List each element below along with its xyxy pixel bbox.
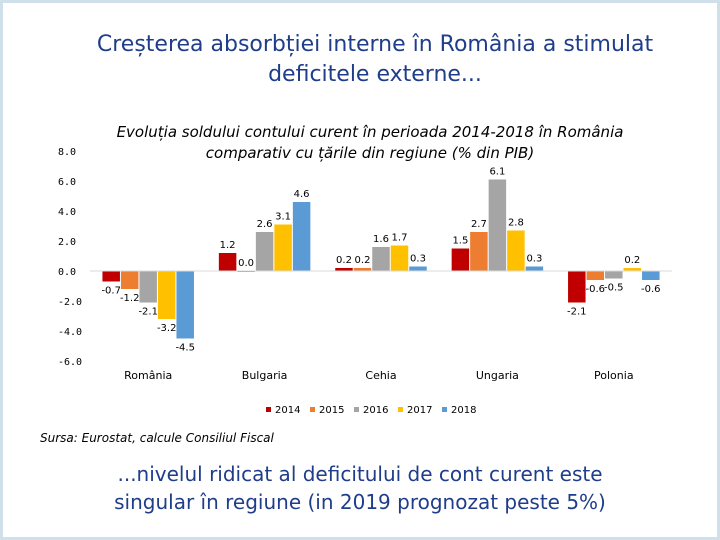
data-label: 0.2 bbox=[355, 255, 371, 266]
bar-2017 bbox=[390, 245, 409, 271]
x-category-label: Bulgaria bbox=[242, 369, 288, 382]
data-label: 2.8 bbox=[508, 218, 524, 229]
bar-2016 bbox=[255, 232, 274, 271]
bar-2015 bbox=[120, 271, 139, 289]
footer-line1: ...nivelul ridicat al deficitului de con… bbox=[117, 462, 603, 486]
data-label: -0.6 bbox=[641, 284, 661, 295]
legend-label: 2015 bbox=[319, 405, 344, 416]
data-label: -3.2 bbox=[157, 323, 177, 334]
footer-line2: singular în regiune (in 2019 prognozat p… bbox=[114, 490, 606, 514]
x-category-label: Polonia bbox=[594, 369, 634, 382]
bar-2016 bbox=[139, 271, 157, 303]
chart-title-line1: Evoluția soldului contului curent în per… bbox=[117, 123, 624, 141]
slide-title-line1: Creșterea absorbției interne în România … bbox=[96, 32, 654, 57]
footer-text: ...nivelul ridicat al deficitului de con… bbox=[30, 460, 690, 516]
bar-2017 bbox=[157, 271, 176, 319]
chart-title-line2: comparativ cu țările din regiune (% din … bbox=[206, 144, 534, 162]
bar-2016 bbox=[605, 271, 623, 279]
data-label: 0.2 bbox=[336, 255, 352, 266]
bar-series bbox=[102, 179, 660, 339]
legend-label: 2018 bbox=[451, 405, 476, 416]
bar-2018 bbox=[642, 271, 660, 280]
bar-2015 bbox=[586, 271, 605, 280]
data-label: -4.5 bbox=[175, 343, 195, 354]
data-label: -0.5 bbox=[604, 283, 624, 294]
data-label: -2.1 bbox=[138, 307, 158, 318]
data-label: 0.3 bbox=[410, 254, 426, 265]
y-tick-label: 6.0 bbox=[58, 177, 76, 188]
data-label: 2.7 bbox=[471, 219, 487, 230]
x-category-label: România bbox=[124, 369, 172, 382]
y-tick-label: 8.0 bbox=[58, 147, 76, 158]
bar-2018 bbox=[292, 202, 311, 271]
bar-2016 bbox=[372, 247, 390, 271]
data-label: 1.7 bbox=[392, 233, 408, 244]
bar-2018 bbox=[525, 266, 544, 271]
legend-swatch bbox=[266, 407, 271, 412]
bar-2017 bbox=[507, 230, 525, 271]
data-label: 3.1 bbox=[275, 212, 291, 223]
bar-2014 bbox=[102, 271, 120, 282]
data-labels: -0.7-1.2-2.1-3.2-4.51.20.02.63.14.60.2 0.… bbox=[101, 167, 660, 354]
legend-label: 2017 bbox=[407, 405, 432, 416]
legend-label: 2014 bbox=[275, 405, 300, 416]
y-tick-label: 0.0 bbox=[58, 267, 76, 278]
y-axis: 8.0 6.0 4.0 2.0 0.0 -2.0 -4.0 -6.0 bbox=[58, 147, 82, 368]
data-label: 6.1 bbox=[489, 167, 505, 178]
bar-2018 bbox=[176, 271, 194, 339]
source-note: Sursa: Eurostat, calcule Consiliul Fisca… bbox=[40, 431, 274, 445]
x-category-label: Ungaria bbox=[476, 369, 519, 382]
bar-2015 bbox=[470, 232, 488, 271]
legend: 2014 2015 2016 2017 2018 bbox=[266, 405, 476, 416]
data-label: -0.7 bbox=[101, 286, 121, 297]
data-label: 0.3 bbox=[526, 254, 542, 265]
y-tick-label: -2.0 bbox=[58, 297, 82, 308]
data-label: 1.2 bbox=[220, 240, 236, 251]
data-label: 0.0 bbox=[238, 258, 254, 269]
data-label: 0.2 bbox=[624, 255, 640, 266]
bar-2014 bbox=[451, 248, 470, 271]
y-tick-label: -4.0 bbox=[58, 327, 82, 338]
x-axis-categories: România Bulgaria Cehia Ungaria Polonia bbox=[124, 369, 633, 382]
data-label: 4.6 bbox=[294, 189, 310, 200]
bar-2018 bbox=[409, 266, 427, 271]
y-tick-label: -6.0 bbox=[58, 357, 82, 368]
data-label: 1.6 bbox=[373, 234, 389, 245]
data-label: -2.1 bbox=[567, 307, 587, 318]
bar-2016 bbox=[488, 179, 507, 271]
bar-2014 bbox=[335, 268, 353, 271]
data-label: -1.2 bbox=[120, 293, 140, 304]
y-tick-label: 4.0 bbox=[58, 207, 76, 218]
bar-2017 bbox=[623, 268, 642, 271]
legend-swatch bbox=[442, 407, 447, 412]
data-label: 2.6 bbox=[257, 219, 273, 230]
data-label: -0.6 bbox=[586, 284, 606, 295]
bar-2014 bbox=[218, 253, 237, 271]
slide-title: Creșterea absorbției interne în România … bbox=[30, 30, 720, 90]
legend-swatch bbox=[310, 407, 315, 412]
bar-2017 bbox=[274, 224, 292, 271]
bar-2014 bbox=[568, 271, 586, 303]
bar-2015 bbox=[353, 268, 372, 271]
legend-label: 2016 bbox=[363, 405, 388, 416]
x-category-label: Cehia bbox=[365, 369, 396, 382]
slide-title-line2: deficitele externe... bbox=[268, 62, 482, 87]
data-label: 1.5 bbox=[452, 236, 468, 247]
legend-swatch bbox=[354, 407, 359, 412]
legend-swatch bbox=[398, 407, 403, 412]
y-tick-label: 2.0 bbox=[58, 237, 76, 248]
